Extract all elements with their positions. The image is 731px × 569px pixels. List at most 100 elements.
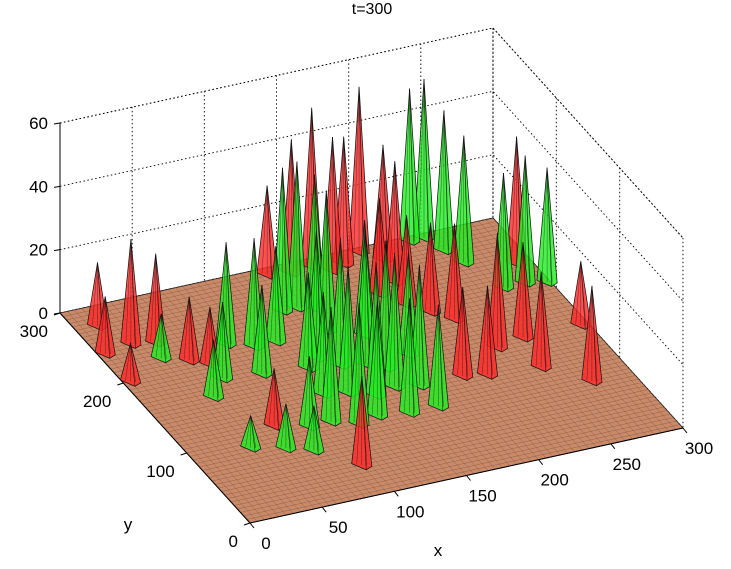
x-tick-label: 200 <box>540 471 568 490</box>
peak-ridge <box>409 88 415 246</box>
red-peak <box>420 222 441 317</box>
peak-mesh-line <box>418 78 425 237</box>
z-tick-mark <box>53 122 61 125</box>
peak-ridge <box>394 253 400 392</box>
x-tick-mark <box>321 506 327 513</box>
peak-mesh-line <box>342 265 349 392</box>
z-tick-mark <box>53 185 61 188</box>
z-tick-mark <box>53 312 61 315</box>
peak-mesh-line <box>261 185 268 274</box>
z-tick-label: 40 <box>29 177 48 196</box>
red-peak <box>178 296 200 366</box>
surface-peaks <box>87 78 603 471</box>
y-tick-label: 200 <box>83 392 111 411</box>
peak-ridge <box>225 242 231 349</box>
green-peak <box>384 253 406 392</box>
x-tick-mark <box>249 522 255 529</box>
peak-mesh-line <box>304 356 310 426</box>
peak-ridge <box>423 78 429 243</box>
peak-ridge <box>497 233 503 352</box>
peak-mesh-line <box>155 313 162 358</box>
peak-ridge <box>275 246 281 347</box>
peak-ridge <box>540 271 546 372</box>
peak-mesh-line <box>92 262 98 326</box>
green-peak <box>286 161 308 313</box>
peak-ridge <box>130 343 136 387</box>
red-peak <box>512 242 534 343</box>
peak-ridge <box>419 264 425 391</box>
green-peak <box>413 78 435 243</box>
y-tick-label: 0 <box>229 532 238 551</box>
green-peak <box>303 405 325 456</box>
peak-mesh-line <box>317 292 324 394</box>
red-peak <box>486 233 508 353</box>
peak-ridge <box>296 161 302 313</box>
z-tick-label: 20 <box>29 241 48 260</box>
peak-ridge <box>546 167 552 287</box>
peak-ridge <box>462 286 468 381</box>
red-peak <box>348 86 370 257</box>
y-axis-label: y <box>124 515 133 534</box>
red-peak <box>581 285 603 387</box>
peak-ridge <box>361 376 367 470</box>
z-gridline <box>59 154 684 366</box>
peak-ridge <box>377 301 383 421</box>
peak-mesh-line <box>404 298 410 412</box>
peak-ridge <box>409 298 415 418</box>
x-tick-label: 100 <box>396 502 424 521</box>
peak-ridge <box>394 161 400 287</box>
peak-mesh-line <box>404 88 410 240</box>
peak-mesh-line <box>303 272 309 367</box>
peak-mesh-line <box>586 285 593 381</box>
peak-ridge <box>130 239 136 349</box>
y-tick-mark <box>180 452 187 456</box>
red-peak <box>477 285 498 380</box>
peak-mesh-line <box>353 303 360 423</box>
peak-mesh-line <box>575 261 582 324</box>
green-peak <box>265 246 287 347</box>
peak-mesh-line <box>217 301 223 378</box>
green-peak <box>453 135 475 268</box>
peak-mesh-line <box>535 271 542 367</box>
peak-mesh-line <box>99 296 106 353</box>
peak-ridge <box>222 301 228 383</box>
green-peak <box>320 307 342 427</box>
peak-ridge <box>438 304 444 412</box>
peak-mesh-line <box>280 403 287 448</box>
red-peak <box>94 296 116 359</box>
y-axis-line <box>59 312 251 524</box>
peak-ridge <box>313 405 319 456</box>
peak-ridge <box>503 172 509 292</box>
peak-ridge <box>522 242 528 343</box>
y-tick-mark <box>243 522 251 526</box>
peak-mesh-line <box>125 343 131 381</box>
peak-mesh-line <box>245 415 251 447</box>
peak-ridge <box>430 222 436 317</box>
chart-title: t=300 <box>352 1 393 18</box>
z-tick-label: 0 <box>39 304 48 323</box>
peak-ridge <box>382 144 388 264</box>
x-tick-label: 150 <box>468 487 496 506</box>
red-peak <box>452 286 474 381</box>
peak-ridge <box>463 135 469 268</box>
peak-mesh-line <box>256 284 263 373</box>
peak-ridge <box>358 86 364 257</box>
peak-mesh-line <box>541 167 548 281</box>
red-peak <box>351 376 373 471</box>
peak-mesh-line <box>204 306 211 364</box>
peak-mesh-line <box>389 253 395 386</box>
peak-mesh-line <box>353 86 360 251</box>
z-tick-label: 60 <box>29 114 48 133</box>
peak-mesh-line <box>449 223 455 319</box>
peak-ridge <box>266 185 272 280</box>
red-peak <box>384 161 406 287</box>
peak-ridge <box>487 285 493 380</box>
peak-ridge <box>308 272 313 373</box>
peak-ridge <box>524 155 530 288</box>
peak-mesh-line <box>458 135 464 262</box>
green-peak <box>240 414 262 453</box>
green-peak <box>203 339 225 402</box>
red-peak <box>119 342 142 387</box>
